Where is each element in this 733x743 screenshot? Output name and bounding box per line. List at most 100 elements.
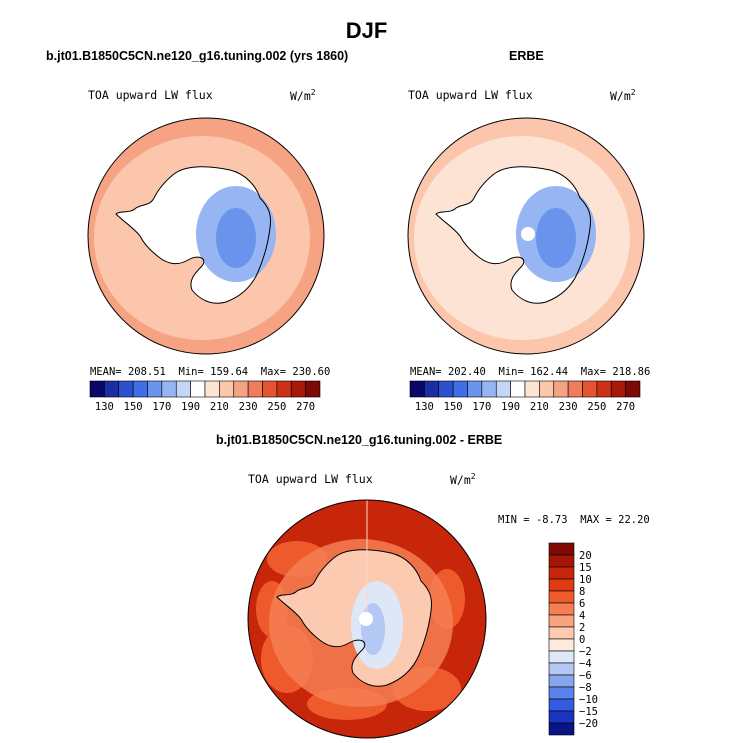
colorbar-swatch — [104, 380, 120, 398]
colorbar-swatch — [548, 554, 575, 568]
colorbar-swatch — [548, 722, 575, 736]
colorbar-tick-label: −8 — [579, 682, 592, 694]
colorbar-swatch — [548, 578, 575, 592]
colorbar-swatch — [548, 674, 575, 688]
colorbar-tick-label: 210 — [210, 401, 229, 413]
colorbar-tick-label: −10 — [579, 694, 598, 706]
panel1-units: W/m2 — [290, 88, 316, 103]
colorbar-swatch — [548, 698, 575, 712]
colorbar-swatch — [548, 614, 575, 628]
colorbar-swatch — [118, 380, 134, 398]
colorbar-swatch — [204, 380, 220, 398]
colorbar-swatch — [548, 710, 575, 724]
panel1-variable: TOA upward LW flux — [88, 88, 213, 102]
colorbar-swatch — [132, 380, 148, 398]
colorbar-swatch — [625, 380, 641, 398]
colorbar-swatch — [175, 380, 191, 398]
colorbar-tick-label: 250 — [267, 401, 286, 413]
panel1-colorbar: 130 150 170 190 210 230 250 270 — [89, 380, 321, 413]
colorbar-swatch — [247, 380, 263, 398]
colorbar-swatch — [409, 380, 425, 398]
panel3-variable: TOA upward LW flux — [248, 472, 373, 486]
colorbar-swatch — [548, 686, 575, 700]
colorbar-tick-label: 10 — [579, 574, 592, 586]
colorbar-tick-label: 230 — [559, 401, 578, 413]
colorbar-tick-label: 15 — [579, 562, 592, 574]
colorbar-swatch — [567, 380, 583, 398]
colorbar-tick-label: −20 — [579, 718, 598, 730]
colorbar-tick-label: 270 — [296, 401, 315, 413]
colorbar-tick-label: 270 — [616, 401, 635, 413]
colorbar-swatch — [452, 380, 468, 398]
colorbar-tick-label: 190 — [501, 401, 520, 413]
panel1-map — [87, 117, 325, 355]
colorbar-tick-label: 230 — [239, 401, 258, 413]
colorbar-swatch — [548, 626, 575, 640]
panel2-stats: MEAN= 202.40 Min= 162.44 Max= 218.86 — [410, 366, 651, 378]
colorbar-swatch — [495, 380, 511, 398]
missing-pole — [521, 227, 535, 241]
panel3-title: b.jt01.B1850C5CN.ne120_g16.tuning.002 - … — [216, 433, 503, 447]
panel2-map — [407, 117, 645, 355]
colorbar-tick-label: 150 — [124, 401, 143, 413]
colorbar-tick-label: 130 — [95, 401, 114, 413]
colorbar-swatch — [548, 542, 575, 556]
colorbar-swatch — [582, 380, 598, 398]
colorbar-swatch — [524, 380, 540, 398]
colorbar-tick-label: 4 — [579, 610, 585, 622]
missing-pole — [359, 612, 373, 626]
colorbar-swatch — [190, 380, 206, 398]
colorbar-tick-label: 8 — [579, 586, 585, 598]
colorbar-swatch — [553, 380, 569, 398]
colorbar-tick-label: 170 — [472, 401, 491, 413]
colorbar-swatch — [424, 380, 440, 398]
colorbar-tick-label: −15 — [579, 706, 598, 718]
colorbar-swatch — [548, 566, 575, 580]
panel1-stats: MEAN= 208.51 Min= 159.64 Max= 230.60 — [90, 366, 331, 378]
plateau-interior-field — [216, 208, 256, 268]
map-border — [407, 117, 645, 355]
colorbar-swatch — [233, 380, 249, 398]
colorbar-swatch — [161, 380, 177, 398]
panel3-units: W/m2 — [450, 472, 476, 487]
colorbar-tick-label: −2 — [579, 646, 592, 658]
panel1-title: b.jt01.B1850C5CN.ne120_g16.tuning.002 (y… — [46, 49, 349, 63]
colorbar-swatch — [219, 380, 235, 398]
colorbar-swatch — [276, 380, 292, 398]
colorbar-tick-label: 0 — [579, 634, 585, 646]
map-border — [247, 499, 487, 739]
colorbar-tick-label: 20 — [579, 550, 592, 562]
colorbar-tick-label: 250 — [587, 401, 606, 413]
colorbar-swatch — [548, 650, 575, 664]
colorbar-swatch — [467, 380, 483, 398]
plateau-interior-field — [536, 208, 576, 268]
colorbar-swatch — [548, 602, 575, 616]
colorbar-tick-label: 130 — [415, 401, 434, 413]
colorbar-swatch — [596, 380, 612, 398]
map-border — [87, 117, 325, 355]
colorbar-tick-label: 150 — [444, 401, 463, 413]
colorbar-swatch — [305, 380, 321, 398]
panel2-colorbar: 130 150 170 190 210 230 250 270 — [409, 380, 641, 413]
colorbar-swatch — [290, 380, 306, 398]
panel2-units: W/m2 — [610, 88, 636, 103]
panel3-stats: MIN = -8.73 MAX = 22.20 — [498, 514, 650, 526]
colorbar-tick-label: −4 — [579, 658, 592, 670]
colorbar-swatch — [548, 638, 575, 652]
colorbar-tick-label: 190 — [181, 401, 200, 413]
colorbar-tick-label: −6 — [579, 670, 592, 682]
figure-title: DJF — [345, 18, 388, 43]
colorbar-swatch — [89, 380, 105, 398]
colorbar-swatch — [481, 380, 497, 398]
colorbar-swatch — [510, 380, 526, 398]
colorbar-swatch — [262, 380, 278, 398]
colorbar-swatch — [548, 662, 575, 676]
colorbar-swatch — [539, 380, 555, 398]
colorbar-tick-label: 210 — [530, 401, 549, 413]
colorbar-swatch — [438, 380, 454, 398]
colorbar-swatch — [548, 590, 575, 604]
colorbar-swatch — [147, 380, 163, 398]
panel2-title: ERBE — [509, 49, 544, 63]
